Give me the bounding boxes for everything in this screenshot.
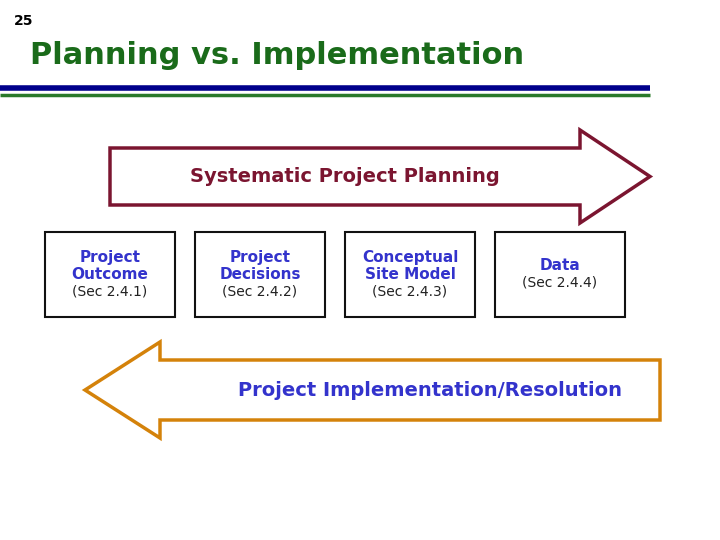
Text: Site Model: Site Model xyxy=(364,267,456,282)
Text: (Sec 2.4.2): (Sec 2.4.2) xyxy=(222,285,297,299)
Bar xyxy=(45,232,175,317)
Text: 25: 25 xyxy=(14,14,34,28)
Text: (Sec 2.4.4): (Sec 2.4.4) xyxy=(523,276,598,290)
Text: Project Implementation/Resolution: Project Implementation/Resolution xyxy=(238,381,622,400)
Text: Data: Data xyxy=(539,259,580,273)
Text: Systematic Project Planning: Systematic Project Planning xyxy=(190,167,500,186)
Text: (Sec 2.4.3): (Sec 2.4.3) xyxy=(372,285,448,299)
Text: Conceptual: Conceptual xyxy=(362,250,458,265)
Text: Decisions: Decisions xyxy=(220,267,301,282)
Polygon shape xyxy=(85,342,660,438)
Polygon shape xyxy=(110,130,650,223)
Text: Project: Project xyxy=(79,250,140,265)
Bar xyxy=(345,232,475,317)
Text: (Sec 2.4.1): (Sec 2.4.1) xyxy=(73,285,148,299)
Text: Project: Project xyxy=(230,250,290,265)
Text: Planning vs. Implementation: Planning vs. Implementation xyxy=(30,40,524,70)
Text: Outcome: Outcome xyxy=(71,267,148,282)
Bar xyxy=(495,232,625,317)
Bar xyxy=(195,232,325,317)
